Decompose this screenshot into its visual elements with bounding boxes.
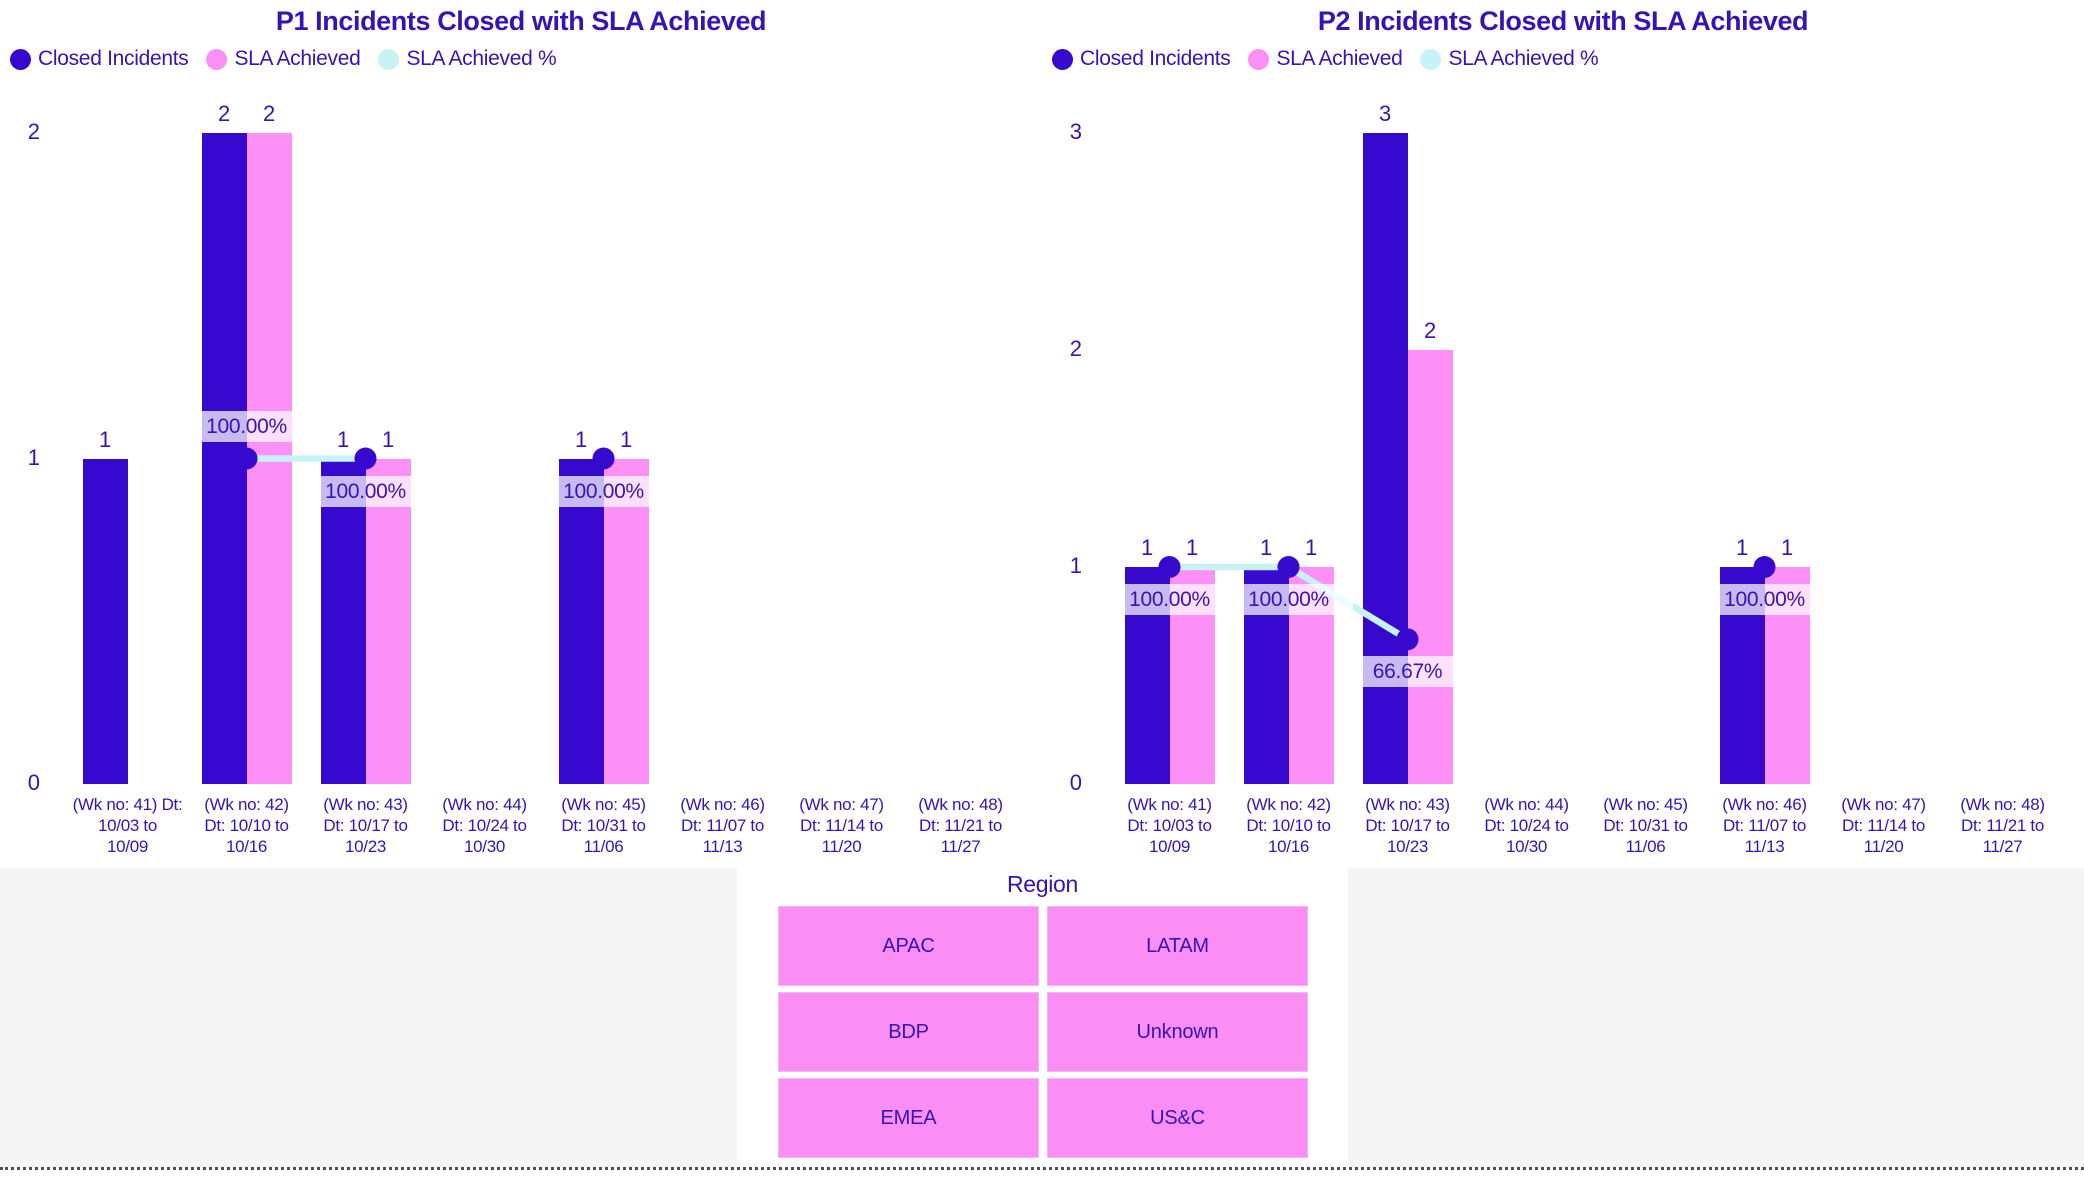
bar-closed-incidents[interactable]: [82, 458, 128, 784]
bar-value-label: 1: [575, 426, 587, 452]
chart-panel-p2: P2 Incidents Closed with SLA Achieved Cl…: [1042, 0, 2084, 868]
region-filter-title: Region: [1006, 871, 1079, 897]
chart-panel-p1: P1 Incidents Closed with SLA Achieved Cl…: [0, 0, 1042, 868]
sla-percent-label: 100.00%: [539, 475, 668, 507]
bar-value-label: 1: [1260, 535, 1272, 560]
bar-value-label: 1: [1781, 535, 1793, 560]
legend-item-closed-incidents[interactable]: Closed Incidents: [10, 47, 189, 71]
x-axis-label: (Wk no: 43) Dt: 10/17 to 10/23: [1365, 795, 1450, 856]
x-axis-label: (Wk no: 47) Dt: 11/14 to 11/20: [799, 795, 884, 856]
bottom-dotted-divider: [0, 1167, 2084, 1170]
plot-area-p1: [68, 133, 1020, 784]
x-axis-label: (Wk no: 45) Dt: 10/31 to 11/06: [1603, 795, 1688, 856]
bar-value-label: 1: [1736, 535, 1748, 560]
region-button-emea[interactable]: EMEA: [778, 1078, 1039, 1158]
x-axis-label: (Wk no: 48) Dt: 11/21 to 11/27: [918, 795, 1003, 856]
x-axis-label: (Wk no: 44) Dt: 10/24 to 10/30: [1484, 795, 1569, 856]
sla-percent-label: 100.00%: [301, 475, 430, 507]
bar-value-label: 2: [218, 101, 230, 126]
region-button-bdp[interactable]: BDP: [778, 992, 1039, 1072]
chart-title-p2: P2 Incidents Closed with SLA Achieved: [1317, 6, 1809, 36]
x-axis-label: (Wk no: 41) Dt: 10/03 to 10/09: [1127, 795, 1212, 856]
bar-sla-achieved[interactable]: [365, 458, 411, 784]
y-axis-tick: 0: [1069, 770, 1082, 795]
bar-value-label: 1: [99, 426, 111, 452]
legend-item-sla-achieved[interactable]: SLA Achieved: [1248, 47, 1403, 71]
bar-value-label: 2: [1424, 318, 1436, 343]
bar-value-label: 1: [620, 426, 632, 452]
y-axis-tick: 1: [27, 444, 40, 470]
sla-percent-label: 100.00%: [182, 410, 311, 442]
legend-dot-icon: [206, 48, 228, 70]
legend-label: SLA Achieved %: [1448, 47, 1599, 70]
bar-value-label: 1: [382, 426, 394, 452]
x-axis-label: (Wk no: 46) Dt: 11/07 to 11/13: [680, 795, 765, 856]
bar-value-label: 3: [1379, 101, 1391, 126]
x-axis-label: (Wk no: 42) Dt: 10/10 to 10/16: [1246, 795, 1331, 856]
region-button-us-c[interactable]: US&C: [1047, 1078, 1308, 1158]
bar-value-label: 1: [337, 426, 349, 452]
y-axis-tick: 2: [1069, 336, 1082, 361]
sla-percent-label: 100.00%: [1700, 584, 1829, 615]
legend-dot-icon: [378, 48, 400, 70]
legend-label: Closed Incidents: [38, 47, 189, 70]
bar-sla-achieved[interactable]: [1407, 350, 1453, 784]
region-button-apac[interactable]: APAC: [778, 906, 1039, 986]
filter-footer: Region APAC LATAM BDP Unknown EMEA US&C: [0, 868, 2084, 1168]
legend-p1: Closed Incidents SLA Achieved SLA Achieved…: [10, 47, 557, 71]
legend-item-sla-achieved[interactable]: SLA Achieved: [206, 47, 361, 71]
bar-value-label: 1: [1186, 535, 1198, 560]
chart-title-p1: P1 Incidents Closed with SLA Achieved: [275, 6, 767, 36]
bar-sla-achieved[interactable]: [603, 458, 649, 784]
legend-dot-icon: [1420, 48, 1442, 70]
y-axis-tick: 1: [1069, 553, 1082, 578]
legend-label: SLA Achieved: [234, 47, 361, 70]
region-button-latam[interactable]: LATAM: [1047, 906, 1308, 986]
y-axis-tick: 2: [27, 119, 40, 144]
x-axis-label: (Wk no: 47) Dt: 11/14 to 11/20: [1841, 795, 1926, 856]
bar-value-label: 1: [1305, 535, 1317, 560]
legend-label: Closed Incidents: [1080, 47, 1231, 70]
y-axis-tick: 3: [1069, 119, 1082, 144]
x-axis-label: (Wk no: 43) Dt: 10/17 to 10/23: [323, 795, 408, 856]
x-axis-label: (Wk no: 42) Dt: 10/10 to 10/16: [204, 795, 289, 856]
legend-dot-icon: [10, 48, 31, 70]
x-axis-label: (Wk no: 48) Dt: 11/21 to 11/27: [1960, 795, 2045, 856]
x-axis-label: (Wk no: 44) Dt: 10/24 to 10/30: [442, 795, 527, 856]
legend-label: SLA Achieved %: [406, 47, 557, 70]
region-filter-grid: APAC LATAM BDP Unknown EMEA US&C: [778, 906, 1308, 1158]
legend-item-sla-achieved-[interactable]: SLA Achieved %: [378, 47, 557, 71]
bar-sla-achieved[interactable]: [246, 133, 292, 784]
sla-percent-label: 66.67%: [1343, 656, 1472, 688]
bar-closed-incidents[interactable]: [320, 458, 366, 784]
x-axis-label: (Wk no: 45) Dt: 10/31 to 11/06: [561, 795, 646, 856]
bar-value-label: 1: [1141, 535, 1153, 560]
bar-closed-incidents[interactable]: [201, 133, 247, 784]
bar-closed-incidents[interactable]: [558, 458, 604, 784]
legend-item-closed-incidents[interactable]: Closed Incidents: [1052, 47, 1231, 71]
y-axis-tick: 0: [27, 770, 40, 795]
sla-percent-label: 100.00%: [1105, 584, 1234, 615]
region-button-unknown[interactable]: Unknown: [1047, 992, 1308, 1072]
legend-dot-icon: [1052, 48, 1073, 70]
legend-label: SLA Achieved: [1276, 47, 1403, 70]
legend-p2: Closed Incidents SLA Achieved SLA Achieved…: [1052, 47, 1599, 71]
plot-area-p2: [1110, 133, 2062, 784]
x-axis-label: (Wk no: 46) Dt: 11/07 to 11/13: [1722, 795, 1807, 856]
x-axis-label: (Wk no: 41) Dt: 10/03 to 10/09: [72, 795, 183, 856]
region-filter-panel: Region APAC LATAM BDP Unknown EMEA US&C: [737, 868, 1348, 1168]
legend-dot-icon: [1248, 48, 1270, 70]
bar-value-label: 2: [263, 101, 275, 126]
legend-item-sla-achieved-[interactable]: SLA Achieved %: [1420, 47, 1599, 71]
sla-percent-label: 100.00%: [1224, 584, 1353, 615]
